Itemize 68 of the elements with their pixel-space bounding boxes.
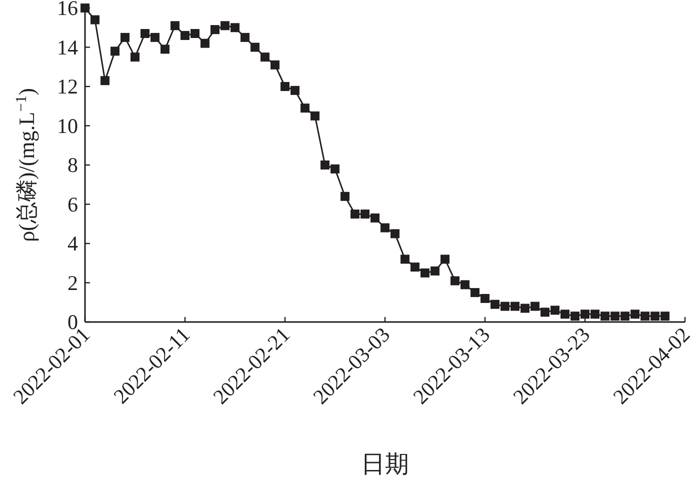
point [320,160,330,170]
point [270,60,280,70]
point [140,29,150,38]
y-tick-label: 16 [57,0,78,20]
point [450,276,460,286]
point [520,304,530,313]
point [570,312,580,321]
y-tick-label: 4 [68,232,78,256]
y-tick-label: 10 [57,114,78,138]
x-axis-title: 日期 [361,452,409,478]
point [400,254,410,264]
point [390,229,400,238]
point [490,300,500,309]
point [370,213,380,222]
y-tick-label: 12 [57,74,78,98]
point [210,25,220,34]
point [500,302,510,311]
point [220,21,230,30]
point [180,30,190,40]
y-tick-label: 0 [68,310,78,334]
point [650,312,660,321]
point [300,104,310,113]
point [100,76,110,86]
point [260,52,270,62]
point [640,312,650,321]
point [440,254,450,264]
point [150,32,160,42]
point [660,312,670,321]
point [190,29,200,38]
point [280,82,290,91]
point [410,262,420,272]
point [310,111,320,120]
point [470,288,480,298]
point [480,294,490,303]
point [560,310,570,319]
point [630,310,640,319]
point [360,210,370,219]
point [420,268,430,278]
y-tick-label: 6 [68,192,78,216]
point [330,164,340,174]
point [130,52,140,62]
point [550,306,560,315]
point [90,15,100,24]
point [610,312,620,321]
point [200,38,210,48]
point [160,44,170,54]
point [530,302,540,311]
point [620,312,630,321]
point [290,86,300,95]
point [240,32,250,42]
point [170,21,180,30]
point [250,42,260,52]
y-tick-label: 8 [68,153,78,177]
point [230,23,240,32]
point [590,310,600,319]
point [350,210,360,219]
y-tick-label: 2 [68,270,78,295]
point [110,46,120,56]
y-tick-label: 14 [57,35,78,60]
point [510,302,520,311]
point [430,266,440,276]
point [460,280,470,290]
point [340,192,350,201]
point [120,32,130,42]
point [540,308,550,317]
point [600,312,610,321]
point [580,310,590,319]
point [380,223,390,232]
